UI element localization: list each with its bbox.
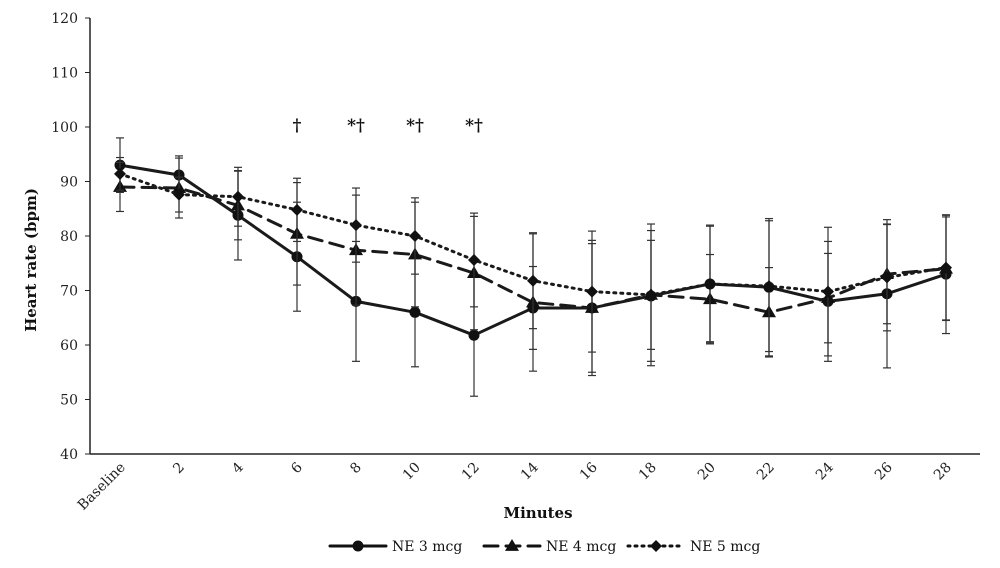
significance-marker: *† — [406, 116, 424, 136]
data-point-diamond — [940, 261, 952, 274]
legend-item-triangle: NE 4 mcg — [482, 539, 616, 555]
chart-axes — [89, 18, 980, 455]
data-point-diamond — [527, 274, 539, 287]
chart-legend: NE 3 mcg NE 4 mcg NE 5 mcg — [328, 539, 760, 555]
y-tick-label: 120 — [51, 11, 78, 27]
y-tick-label: 50 — [60, 393, 78, 409]
legend-label: NE 3 mcg — [392, 539, 462, 555]
x-tick-label: 6 — [288, 459, 306, 477]
x-tick-label: 18 — [636, 460, 660, 484]
plot-area — [113, 137, 953, 397]
x-tick-label: 10 — [400, 460, 424, 484]
x-tick-label: 2 — [170, 460, 188, 478]
data-point-diamond — [822, 285, 834, 298]
x-tick-label: Baseline — [75, 460, 129, 514]
y-tick-label: 110 — [51, 66, 78, 82]
data-point-diamond — [173, 188, 185, 201]
series-line — [118, 185, 948, 314]
y-tick-label: 80 — [60, 229, 78, 245]
data-point-diamond — [114, 167, 126, 180]
legend-label: NE 4 mcg — [546, 539, 616, 555]
y-tick-label: 100 — [51, 120, 78, 136]
data-point-diamond — [763, 280, 775, 293]
legend-marker-diamond — [650, 540, 662, 552]
y-tick-label: 40 — [60, 447, 78, 463]
data-point-diamond — [704, 277, 716, 290]
y-tick-label: 60 — [60, 338, 78, 354]
data-point-diamond — [291, 203, 303, 216]
data-point-circle — [468, 329, 480, 341]
x-tick-label: 4 — [229, 459, 247, 477]
x-tick-label: 22 — [754, 460, 778, 484]
x-tick-label: 20 — [695, 460, 719, 484]
significance-marker: *† — [465, 116, 483, 136]
y-tick-label: 70 — [60, 284, 78, 300]
x-tick-label: 14 — [518, 459, 542, 483]
data-point-diamond — [645, 288, 657, 301]
x-tick-label: 26 — [872, 459, 896, 483]
y-axis-ticks: 40 50 60 70 80 90 100 110 120 — [51, 11, 90, 463]
x-tick-label: 12 — [459, 460, 483, 484]
x-tick-label: 28 — [931, 460, 955, 484]
data-point-diamond — [350, 219, 362, 232]
y-axis-title: Heart rate (bpm) — [22, 188, 40, 332]
data-point-diamond — [232, 190, 244, 203]
series-diamond — [114, 156, 952, 367]
data-point-diamond — [586, 285, 598, 298]
legend-item-diamond: NE 5 mcg — [626, 539, 760, 555]
significance-annotations: † *† *† *† — [293, 116, 483, 136]
x-tick-label: 24 — [813, 459, 837, 483]
x-axis-title: Minutes — [503, 504, 572, 522]
data-point-diamond — [409, 230, 421, 242]
y-tick-label: 90 — [60, 175, 78, 191]
legend-marker-triangle — [505, 539, 519, 551]
significance-marker: † — [293, 116, 302, 136]
legend-marker-circle — [352, 540, 364, 552]
x-tick-label: 8 — [347, 460, 365, 478]
x-tick-label: 16 — [577, 459, 601, 483]
legend-item-circle: NE 3 mcg — [328, 539, 462, 555]
data-point-diamond — [468, 253, 480, 266]
legend-label: NE 5 mcg — [690, 539, 760, 555]
significance-marker: *† — [347, 116, 365, 136]
data-point-circle — [409, 306, 421, 318]
data-point-diamond — [881, 271, 893, 284]
